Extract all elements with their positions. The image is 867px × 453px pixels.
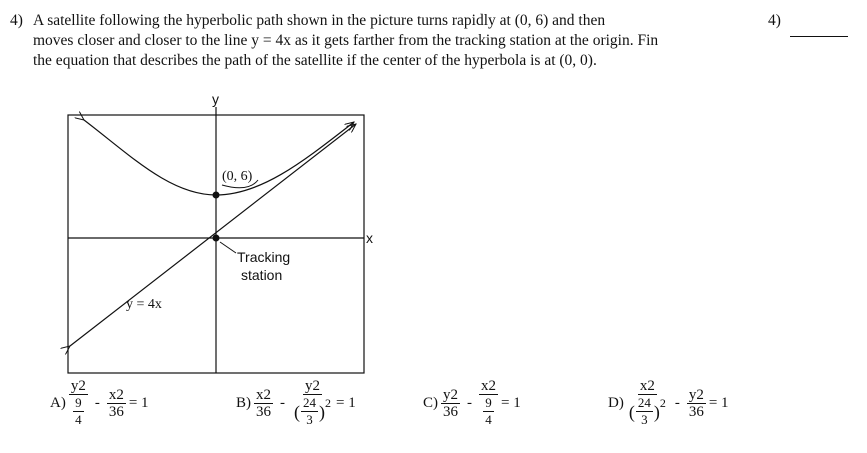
fraction: 24 3: [301, 395, 318, 428]
answer-blank: [790, 36, 848, 37]
choice: D) x2(24 3) 2- y2 36 = 1: [608, 378, 729, 428]
denominator: 3: [641, 412, 648, 427]
numerator: x2: [479, 378, 498, 395]
fraction: x2 36: [254, 387, 273, 420]
numerator: 24: [635, 395, 653, 412]
operator: -: [467, 394, 472, 411]
origin-label: Tracking: [237, 249, 290, 265]
fraction: y2(24 3) 2: [292, 378, 333, 428]
numerator: y2: [68, 378, 88, 395]
numerator: x2: [254, 386, 273, 404]
denominator: (24 3) 2: [627, 395, 668, 428]
denominator: 36: [443, 403, 458, 420]
question-line: moves closer and closer to the line y = …: [33, 32, 659, 49]
vertex-label: (0, 6): [222, 169, 253, 184]
fraction: x2 9 4: [479, 378, 498, 428]
question-number: 4): [10, 12, 23, 29]
question-line: A satellite following the hyperbolic pat…: [33, 12, 606, 29]
choice-letter: D): [608, 394, 624, 411]
choice-letter: C): [423, 394, 438, 411]
equals: = 1: [336, 394, 356, 411]
exponent: 2: [659, 396, 666, 410]
numerator: y2: [303, 378, 322, 395]
fraction: x2 36: [106, 386, 126, 420]
denominator: 36: [108, 403, 124, 420]
operator: -: [674, 394, 680, 411]
choice: C) y2 36- x2 9 4 = 1: [423, 378, 521, 428]
choice-letter: A): [50, 394, 66, 411]
numerator: 9: [483, 395, 494, 412]
question-line: the equation that describes the path of …: [33, 52, 597, 69]
operator: -: [94, 394, 100, 411]
numerator: 9: [73, 395, 84, 412]
asymptote-label: y = 4x: [126, 297, 162, 312]
equals: = 1: [128, 394, 149, 411]
denominator: 3: [306, 412, 313, 427]
figure: y x (0, 6) Tracking station y = 4x: [0, 91, 373, 374]
choice: B) x2 36- y2(24 3) 2 = 1: [236, 378, 356, 428]
paren: ): [653, 401, 660, 422]
denominator: 4: [485, 412, 492, 427]
paren: ): [319, 401, 325, 422]
fraction: x2(24 3) 2: [627, 378, 668, 428]
numerator: 24: [301, 395, 318, 412]
y-axis-label: y: [212, 91, 219, 107]
paren: (: [628, 401, 635, 422]
exponent: 2: [325, 396, 331, 410]
equals: = 1: [501, 394, 521, 411]
equals: = 1: [708, 394, 729, 411]
origin-pointer: [219, 241, 237, 254]
choice-letter: B): [236, 394, 251, 411]
vertex-point: [212, 191, 220, 199]
fraction: y2 36: [441, 387, 460, 420]
numerator: x2: [637, 378, 657, 395]
numerator: x2: [106, 386, 126, 404]
fraction: y2 36: [686, 386, 706, 420]
fraction: 24 3: [635, 395, 653, 428]
choice: A) y2 9 4- x2 36 = 1: [50, 378, 149, 428]
operator: -: [280, 394, 285, 411]
origin-point: [212, 234, 220, 242]
denominator: 4: [75, 412, 82, 427]
denominator: (24 3) 2: [292, 395, 333, 428]
numerator: y2: [441, 386, 460, 404]
denominator: 36: [688, 403, 704, 420]
vertex-pointer: [221, 179, 259, 189]
asymptote: [70, 124, 356, 346]
answer-number: 4): [768, 12, 781, 29]
denominator: 36: [256, 403, 271, 420]
fraction: y2 9 4: [68, 378, 88, 428]
x-axis-label: x: [366, 230, 373, 246]
origin-label: station: [241, 267, 282, 283]
paren: (: [294, 401, 300, 422]
numerator: y2: [686, 386, 706, 404]
